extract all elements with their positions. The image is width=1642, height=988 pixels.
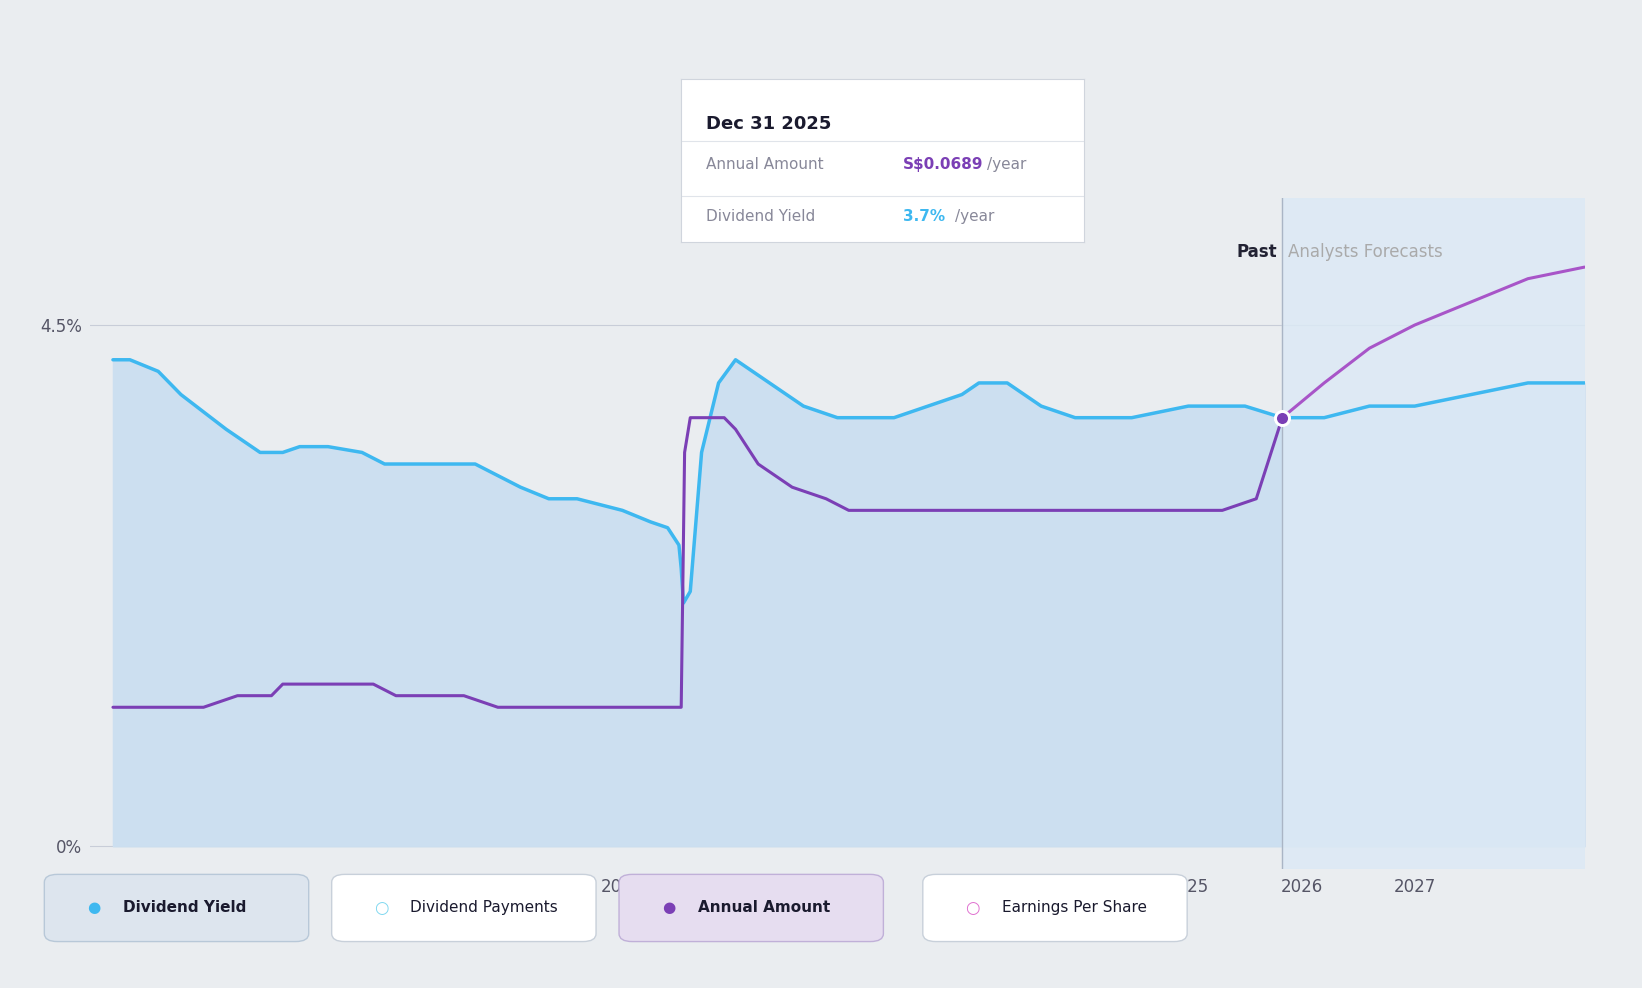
Text: Dividend Yield: Dividend Yield: [706, 209, 814, 224]
Bar: [1282, 198, 1585, 869]
Text: ○: ○: [965, 899, 979, 917]
Text: ●: ●: [374, 900, 388, 916]
Text: Past: Past: [1236, 243, 1276, 261]
Text: Annual Amount: Annual Amount: [706, 157, 823, 172]
Text: ●: ●: [965, 900, 979, 916]
Text: 3.7%: 3.7%: [903, 209, 944, 224]
Text: Annual Amount: Annual Amount: [698, 900, 831, 916]
Text: Dividend Yield: Dividend Yield: [123, 900, 246, 916]
Text: Earnings Per Share: Earnings Per Share: [1002, 900, 1146, 916]
Text: S$0.0689: S$0.0689: [903, 157, 984, 172]
Text: /year: /year: [956, 209, 995, 224]
Text: ●: ●: [87, 900, 100, 916]
Text: /year: /year: [987, 157, 1026, 172]
Text: ●: ●: [662, 900, 675, 916]
Text: ○: ○: [374, 899, 388, 917]
Text: Dividend Payments: Dividend Payments: [410, 900, 558, 916]
Text: Analysts Forecasts: Analysts Forecasts: [1287, 243, 1443, 261]
Text: Dec 31 2025: Dec 31 2025: [706, 115, 831, 133]
